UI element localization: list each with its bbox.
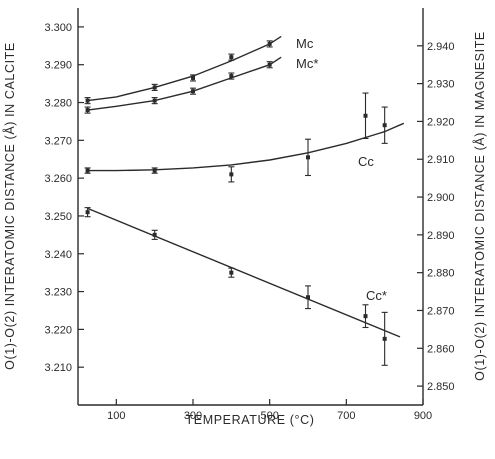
y-left-tick-label: 3.230	[44, 287, 72, 299]
y-left-tick-label: 3.270	[44, 135, 72, 147]
plot-frame	[77, 8, 424, 406]
y-left-tick-label: 3.210	[44, 362, 72, 374]
x-tick-label: 300	[184, 410, 202, 422]
point-marker	[229, 270, 234, 275]
data-point-cc-star	[381, 311, 388, 366]
fit-line-cc-star	[87, 207, 401, 338]
y-right-tick-label: 2.920	[427, 116, 455, 128]
point-marker	[229, 172, 234, 177]
x-tick-label: 700	[337, 410, 355, 422]
point-marker	[191, 89, 195, 94]
point-marker	[229, 74, 234, 79]
point-marker	[152, 98, 157, 103]
y-left-tick-label: 3.250	[44, 211, 72, 223]
data-point-mc-star	[266, 61, 273, 69]
point-marker	[85, 98, 90, 103]
y-right-tick-label: 2.860	[427, 343, 455, 355]
point-marker	[152, 232, 157, 237]
y-left-tick-label: 3.260	[44, 173, 72, 185]
y-axis-label-left: O(1)-O(2) INTERATOMIC DISTANCE (Å) IN CA…	[2, 42, 17, 370]
x-axis-label: TEMPERATURE (°C)	[186, 413, 315, 427]
data-point-mc	[190, 74, 196, 82]
data-points	[84, 40, 388, 366]
y-right-tick-label: 2.850	[427, 381, 455, 393]
y-right-tick-label: 2.930	[427, 79, 455, 91]
data-point-cc	[84, 167, 91, 174]
fit-line-cc	[87, 122, 405, 172]
y-right-tick-label: 2.910	[427, 154, 455, 166]
fit-line-mc-star	[87, 56, 282, 111]
data-point-mc	[228, 53, 235, 61]
point-marker	[363, 113, 368, 118]
annotation-cc-star: Cc*	[366, 288, 387, 303]
y-left-tick-label: 3.220	[44, 324, 72, 336]
axis-ticks: 100 300 500 700 900 3.210 3.220 3.230 3.240 3.250…	[44, 22, 454, 422]
y-left-tick-label: 3.280	[44, 98, 72, 110]
y-left-tick-label: 3.240	[44, 249, 72, 261]
y-right-tick-label: 2.890	[427, 230, 455, 242]
data-point-cc-star	[305, 285, 311, 310]
data-point-mc-star	[190, 87, 196, 95]
data-point-cc	[151, 167, 158, 174]
data-point-cc-star	[84, 207, 91, 218]
point-marker	[382, 336, 387, 341]
y-right-tick-label: 2.880	[427, 268, 455, 280]
annotation-mc: Mc	[296, 36, 314, 51]
point-marker	[306, 155, 310, 160]
point-marker	[267, 41, 272, 46]
x-tick-label: 900	[414, 410, 432, 422]
data-point-cc-star	[151, 229, 158, 240]
data-point-cc	[362, 92, 369, 139]
annotation-mc-star: Mc*	[296, 56, 318, 71]
data-point-cc	[228, 166, 235, 183]
data-point-mc-star	[228, 72, 235, 80]
x-tick-label: 500	[260, 410, 278, 422]
point-marker	[363, 314, 368, 319]
data-point-cc-star	[362, 304, 369, 329]
point-marker	[85, 168, 90, 173]
data-point-mc	[84, 97, 91, 105]
point-marker	[382, 123, 387, 128]
point-marker	[306, 295, 310, 300]
data-point-cc-star	[228, 267, 235, 278]
series-annotations: Mc Mc* Cc Cc*	[296, 36, 387, 303]
y-left-tick-label: 3.290	[44, 60, 72, 72]
point-marker	[85, 210, 90, 215]
annotation-cc: Cc	[358, 154, 374, 169]
y-right-tick-label: 2.900	[427, 192, 455, 204]
point-marker	[152, 168, 157, 173]
data-point-mc-star	[151, 97, 158, 105]
data-point-cc	[381, 106, 388, 144]
data-point-cc	[305, 138, 311, 177]
point-marker	[85, 108, 90, 113]
y-axis-label-right: O(1)-O(2) INTERATOMIC DISTANCE (Å) IN MA…	[472, 31, 487, 381]
fit-curves	[87, 35, 405, 338]
y-left-tick-label: 3.300	[44, 22, 72, 34]
fit-line-mc	[87, 35, 282, 102]
data-point-mc-star	[84, 106, 91, 114]
point-marker	[267, 62, 272, 67]
data-point-mc	[151, 83, 158, 91]
point-marker	[152, 85, 157, 90]
y-right-tick-label: 2.940	[427, 41, 455, 53]
x-tick-label: 100	[107, 410, 125, 422]
data-point-mc	[266, 40, 273, 48]
point-marker	[191, 75, 195, 80]
point-marker	[229, 55, 234, 60]
y-right-tick-label: 2.870	[427, 305, 455, 317]
